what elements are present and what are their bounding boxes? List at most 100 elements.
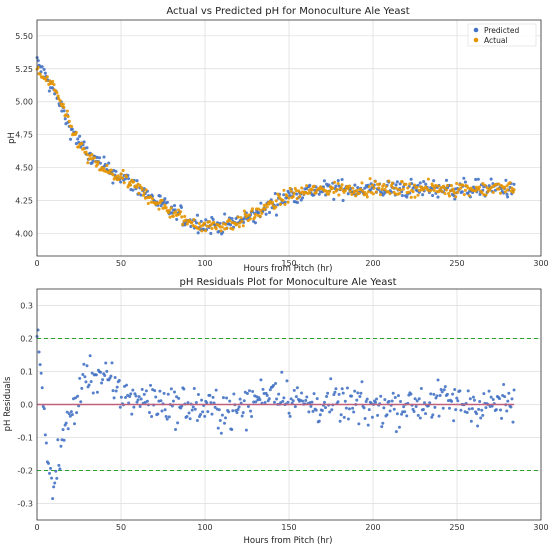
- bottom-reference-lines: [37, 337, 541, 472]
- actual-point: [377, 182, 381, 186]
- actual-point: [289, 189, 293, 193]
- residual-point: [99, 370, 103, 374]
- residual-point: [402, 405, 406, 409]
- residual-point: [145, 399, 149, 403]
- actual-point: [339, 186, 343, 190]
- predicted-point: [506, 195, 510, 199]
- bottom-panel: pH Residuals Plot for Monoculture Ale Ye…: [3, 277, 549, 546]
- residual-point: [453, 387, 457, 391]
- actual-point: [455, 181, 459, 186]
- residual-point: [478, 399, 482, 403]
- actual-point: [382, 182, 386, 186]
- residual-point: [78, 376, 82, 380]
- actual-point: [220, 225, 224, 229]
- residual-point: [224, 416, 228, 420]
- actual-point: [180, 215, 184, 219]
- residual-point: [450, 399, 454, 403]
- actual-point: [498, 191, 503, 195]
- residual-point: [326, 391, 330, 395]
- predicted-point: [63, 117, 67, 121]
- predicted-point: [341, 198, 345, 203]
- actual-point: [274, 205, 278, 209]
- actual-point: [258, 214, 262, 218]
- actual-point: [368, 177, 372, 181]
- predicted-point: [462, 176, 466, 180]
- predicted-point: [463, 180, 467, 184]
- residual-point: [81, 373, 85, 377]
- actual-point: [328, 189, 332, 193]
- actual-point: [179, 210, 183, 214]
- actual-point: [355, 188, 359, 193]
- actual-point: [121, 168, 125, 172]
- actual-point: [506, 188, 510, 192]
- residual-point: [201, 410, 205, 414]
- actual-point: [260, 211, 264, 215]
- actual-point: [236, 215, 240, 219]
- actual-point: [202, 221, 206, 225]
- predicted-point: [204, 218, 208, 222]
- predicted-point: [301, 196, 305, 200]
- residual-point: [206, 410, 210, 414]
- predicted-point: [119, 180, 123, 184]
- actual-point: [442, 186, 446, 190]
- residual-point: [245, 391, 249, 395]
- residual-point: [82, 362, 86, 366]
- actual-point: [335, 187, 339, 191]
- bot-y-tick-label: 0.1: [20, 368, 33, 377]
- actual-point: [200, 229, 204, 233]
- top-x-tick-label: 250: [449, 259, 464, 268]
- residual-point: [394, 430, 398, 434]
- residual-point: [220, 413, 224, 417]
- residual-point: [314, 408, 318, 412]
- actual-point: [148, 195, 153, 199]
- actual-point: [387, 179, 391, 183]
- actual-point: [105, 163, 109, 168]
- residual-point: [367, 408, 371, 412]
- residual-point: [230, 427, 234, 431]
- residual-point: [95, 390, 99, 394]
- actual-point: [119, 172, 123, 176]
- residual-point: [353, 389, 357, 393]
- residual-point: [246, 404, 250, 408]
- actual-point: [426, 177, 430, 181]
- predicted-point: [135, 179, 139, 183]
- residual-point: [419, 387, 423, 391]
- actual-point: [503, 190, 507, 194]
- residual-point: [90, 371, 94, 375]
- top-y-tick-label: 4.00: [15, 230, 33, 239]
- predicted-point: [332, 197, 336, 201]
- predicted-point: [36, 59, 40, 63]
- actual-point: [512, 188, 516, 192]
- residual-point: [295, 386, 299, 390]
- actual-point: [343, 188, 347, 192]
- top-panel: Actual vs Predicted pH for Monoculture A…: [7, 6, 549, 274]
- legend-actual-marker: [473, 37, 479, 43]
- residual-point: [182, 387, 186, 391]
- residual-point: [441, 406, 445, 410]
- residual-point: [506, 399, 510, 403]
- residual-point: [103, 373, 107, 377]
- residual-point: [347, 407, 351, 411]
- actual-point: [360, 181, 364, 185]
- predicted-point: [340, 177, 344, 182]
- actual-point: [207, 224, 211, 228]
- residual-point: [374, 400, 378, 404]
- residual-point: [91, 391, 95, 395]
- residual-point: [424, 412, 428, 416]
- actual-point: [64, 113, 68, 117]
- residual-point: [390, 399, 394, 403]
- residual-point: [311, 409, 315, 413]
- residual-point: [333, 390, 337, 394]
- residual-point: [300, 391, 304, 395]
- residual-point: [415, 399, 419, 403]
- actual-point: [332, 190, 336, 194]
- actual-point: [416, 193, 420, 197]
- bot-x-tick-label: 250: [449, 523, 464, 532]
- residual-point: [150, 414, 154, 418]
- predicted-point: [175, 217, 179, 221]
- bot-y-tick-label: -0.2: [17, 467, 33, 476]
- predicted-point: [334, 184, 338, 188]
- actual-point: [502, 185, 506, 189]
- residual-point: [467, 407, 471, 411]
